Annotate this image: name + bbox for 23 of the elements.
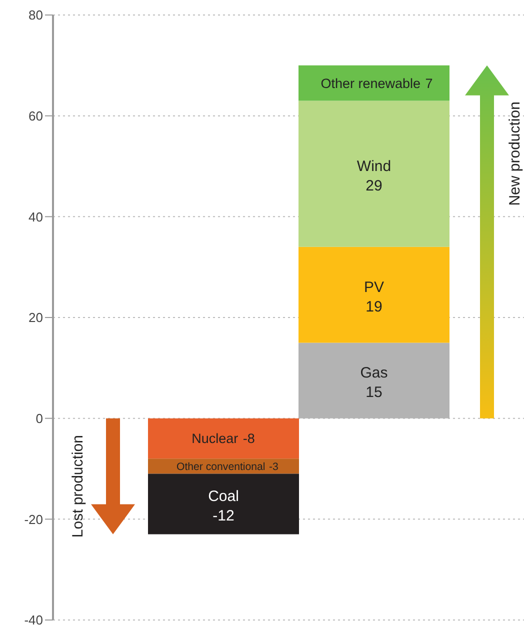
series-label: Coal	[208, 488, 239, 506]
y-tick-label: 60	[28, 108, 43, 124]
series-label: Wind	[356, 158, 392, 175]
annotation: New production	[506, 102, 524, 206]
y-tick-label: 0	[36, 410, 43, 426]
y-tick-label: 80	[28, 8, 43, 23]
data-label: 29	[366, 177, 382, 194]
series-label: Gas	[360, 364, 388, 382]
y-tick-label: 20	[28, 310, 43, 326]
data-label: -12	[212, 508, 234, 525]
y-tick-label: -40	[24, 612, 43, 628]
series-label: PV	[364, 278, 384, 296]
data-label: -8	[242, 431, 255, 446]
data-label: 15	[366, 384, 382, 402]
data-label: 7	[425, 76, 433, 91]
y-tick-label: -20	[24, 512, 43, 527]
series-label: Other conventional	[176, 460, 266, 473]
y-tick-label: 40	[28, 209, 43, 224]
series-label: Other renewable	[320, 76, 421, 91]
data-label: -3	[268, 460, 278, 473]
data-label: 19	[366, 298, 382, 316]
series-label: Nuclear	[192, 431, 239, 446]
annotation: Lost production	[70, 435, 86, 538]
